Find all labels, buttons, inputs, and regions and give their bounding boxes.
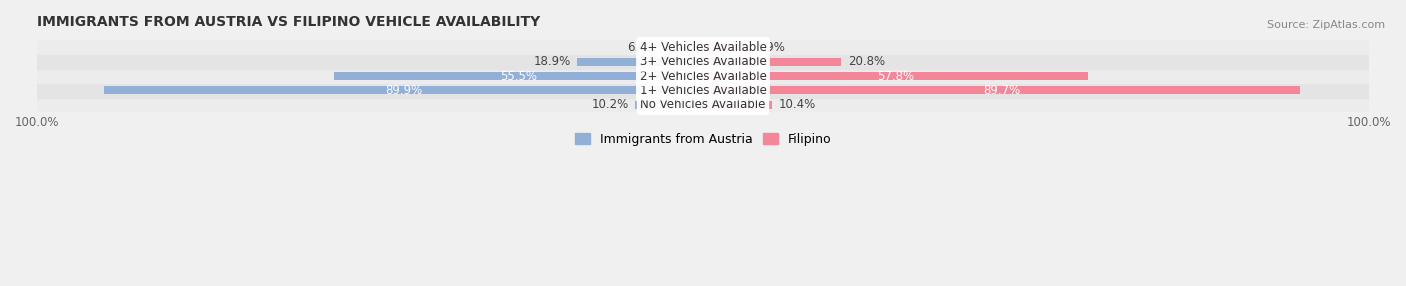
Bar	[333, 72, 703, 80]
Bar	[37, 54, 1369, 69]
Legend: Immigrants from Austria, Filipino: Immigrants from Austria, Filipino	[569, 128, 837, 151]
Bar	[703, 57, 841, 65]
Text: 1+ Vehicles Available: 1+ Vehicles Available	[640, 84, 766, 97]
Text: 3+ Vehicles Available: 3+ Vehicles Available	[640, 55, 766, 68]
Text: 18.9%: 18.9%	[533, 55, 571, 68]
Bar	[636, 101, 703, 109]
Text: 4+ Vehicles Available: 4+ Vehicles Available	[640, 41, 766, 53]
Bar	[703, 72, 1088, 80]
Text: 10.4%: 10.4%	[779, 98, 815, 111]
Text: 89.7%: 89.7%	[983, 84, 1021, 97]
Text: 20.8%: 20.8%	[848, 55, 886, 68]
Text: 89.9%: 89.9%	[385, 84, 422, 97]
Bar	[37, 40, 1369, 54]
Text: 6.0%: 6.0%	[627, 41, 657, 53]
Bar	[703, 86, 1301, 94]
Text: Source: ZipAtlas.com: Source: ZipAtlas.com	[1267, 20, 1385, 30]
Bar	[664, 43, 703, 51]
Bar	[578, 57, 703, 65]
Bar	[703, 43, 749, 51]
Text: 2+ Vehicles Available: 2+ Vehicles Available	[640, 69, 766, 82]
Bar	[37, 69, 1369, 83]
Text: 55.5%: 55.5%	[499, 69, 537, 82]
Bar	[104, 86, 703, 94]
Text: 6.9%: 6.9%	[755, 41, 786, 53]
Text: 57.8%: 57.8%	[877, 69, 914, 82]
Text: 10.2%: 10.2%	[591, 98, 628, 111]
Bar	[37, 83, 1369, 98]
Text: No Vehicles Available: No Vehicles Available	[640, 98, 766, 111]
Text: IMMIGRANTS FROM AUSTRIA VS FILIPINO VEHICLE AVAILABILITY: IMMIGRANTS FROM AUSTRIA VS FILIPINO VEHI…	[37, 15, 540, 29]
Bar	[703, 101, 772, 109]
Bar	[37, 98, 1369, 112]
